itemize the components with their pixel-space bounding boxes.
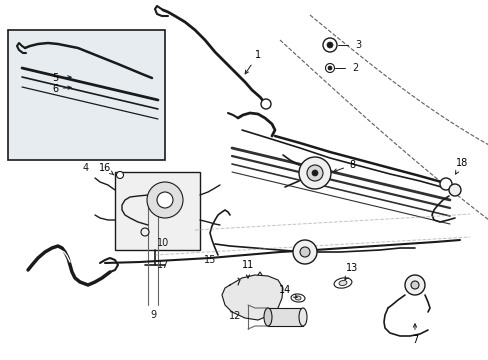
Text: 3: 3: [354, 40, 360, 50]
Text: 12: 12: [228, 311, 241, 321]
Text: 11: 11: [242, 260, 254, 278]
Text: 17: 17: [157, 260, 169, 270]
Circle shape: [141, 228, 149, 236]
Ellipse shape: [290, 294, 305, 302]
Circle shape: [404, 275, 424, 295]
Bar: [267, 308, 303, 326]
Text: 10: 10: [157, 238, 169, 248]
Text: 5: 5: [52, 73, 71, 83]
Text: 7: 7: [411, 324, 417, 345]
Ellipse shape: [338, 280, 346, 285]
Polygon shape: [222, 275, 283, 320]
Ellipse shape: [294, 296, 301, 300]
Circle shape: [116, 171, 123, 179]
Circle shape: [157, 192, 173, 208]
Text: 6: 6: [52, 84, 71, 94]
Text: 2: 2: [351, 63, 357, 73]
Circle shape: [327, 66, 331, 70]
Circle shape: [439, 178, 451, 190]
Bar: [8, 30, 164, 160]
Text: 13: 13: [344, 263, 357, 280]
Text: 18: 18: [455, 158, 467, 174]
Circle shape: [298, 157, 330, 189]
Text: 14: 14: [278, 285, 297, 297]
Circle shape: [311, 170, 317, 176]
Text: 4: 4: [83, 163, 89, 173]
Bar: [115, 172, 200, 250]
Circle shape: [323, 38, 336, 52]
Text: 1: 1: [244, 50, 261, 74]
Text: 9: 9: [150, 310, 156, 320]
Ellipse shape: [333, 278, 351, 288]
Text: 15: 15: [203, 255, 216, 265]
Circle shape: [299, 247, 309, 257]
Circle shape: [292, 240, 316, 264]
Circle shape: [261, 99, 270, 109]
Circle shape: [325, 63, 334, 72]
Circle shape: [448, 184, 460, 196]
Circle shape: [147, 182, 183, 218]
Text: 16: 16: [99, 163, 114, 175]
Text: 8: 8: [333, 160, 354, 172]
Ellipse shape: [298, 308, 306, 326]
Circle shape: [410, 281, 418, 289]
Circle shape: [306, 165, 323, 181]
Ellipse shape: [264, 308, 271, 326]
Circle shape: [326, 42, 332, 48]
